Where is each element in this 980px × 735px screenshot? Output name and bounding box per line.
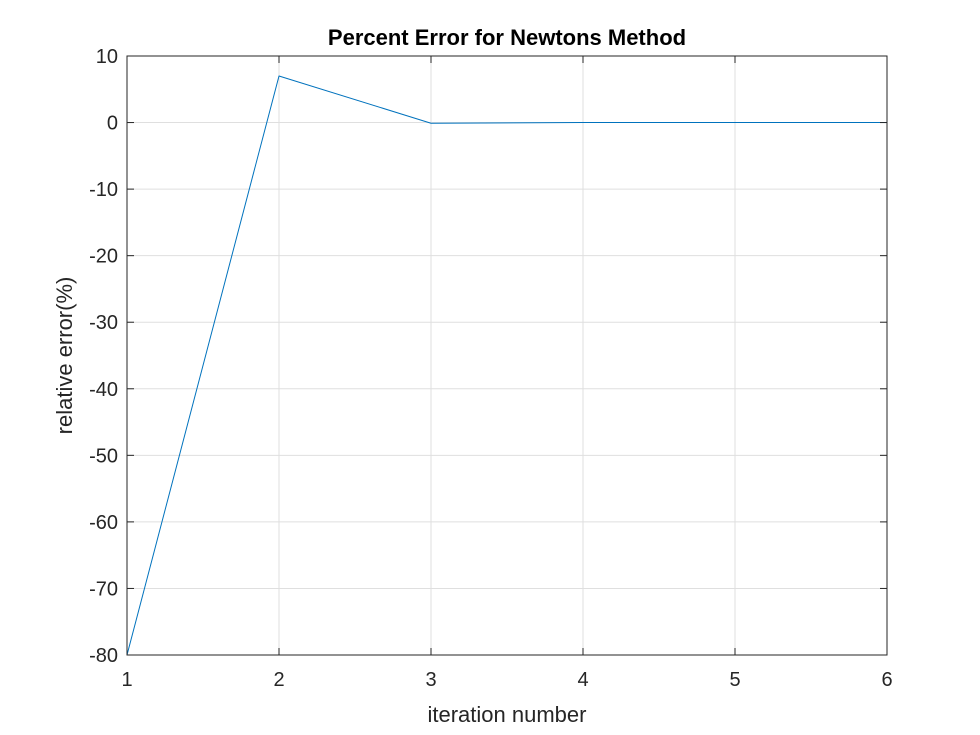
y-tick-label: -70 [89, 578, 118, 600]
y-tick-label: -20 [89, 246, 118, 268]
grid-lines [126, 55, 888, 656]
y-tick-label: -80 [89, 645, 118, 667]
x-tick-label: 4 [577, 669, 588, 691]
plot-area [127, 56, 887, 655]
tick-marks [126, 55, 888, 656]
x-tick-labels: 1 2 3 4 5 6 [121, 669, 892, 691]
y-tick-label: -30 [89, 312, 118, 334]
series-line-0 [126, 75, 887, 656]
y-tick-label: -40 [89, 379, 118, 401]
y-tick-label: -50 [89, 445, 118, 467]
x-tick-label: 5 [729, 669, 740, 691]
axes-box [126, 55, 888, 656]
y-tick-label: -60 [89, 512, 118, 534]
y-tick-label: 10 [96, 46, 118, 68]
y-tick-label: -10 [89, 179, 118, 201]
x-tick-label: 3 [425, 669, 436, 691]
x-tick-label: 1 [121, 669, 132, 691]
x-axis-label: iteration number [428, 702, 587, 727]
y-axis-label: relative error(%) [52, 277, 77, 435]
y-tick-labels: 10 0 -10 -20 -30 -40 -50 -60 -70 -80 [89, 46, 118, 667]
series-layer [126, 75, 887, 656]
x-tick-label: 6 [881, 669, 892, 691]
y-tick-label: 0 [107, 113, 118, 135]
chart-title: Percent Error for Newtons Method [328, 25, 686, 50]
x-tick-label: 2 [273, 669, 284, 691]
